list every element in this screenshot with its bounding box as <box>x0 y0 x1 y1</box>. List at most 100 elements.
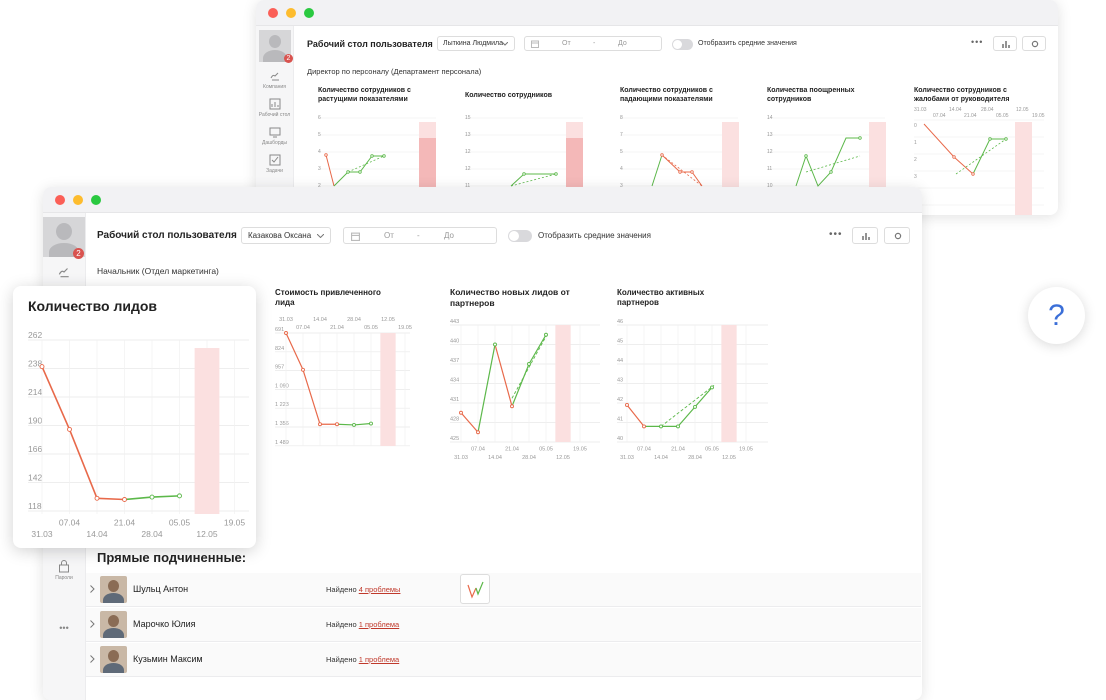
data-point <box>476 430 480 435</box>
maximize-dot[interactable] <box>91 195 101 205</box>
svg-text:12: 12 <box>465 149 471 155</box>
close-dot[interactable] <box>55 195 65 205</box>
y-tick-label: 1 090 <box>275 383 289 389</box>
average-toggle[interactable] <box>508 230 532 242</box>
chart-title: Количество сотрудников с падающими показ… <box>620 87 713 104</box>
lock-icon <box>59 560 69 573</box>
y-tick-label: 46 <box>617 319 623 325</box>
front-titlebar <box>43 187 922 213</box>
svg-text:8: 8 <box>620 115 623 121</box>
chart-group: 46 45 44 43 42 41 40 07.04 21.04 05.05 19.05 31.03 1… <box>617 319 768 461</box>
y-tick-label: 957 <box>275 365 284 371</box>
subordinate-name[interactable]: Шульц Антон <box>133 584 189 594</box>
svg-text:12.05: 12.05 <box>1016 107 1029 113</box>
problems-link[interactable]: 4 проблемы <box>358 585 401 594</box>
x-tick-label: 14.04 <box>86 529 108 539</box>
svg-text:11: 11 <box>767 166 772 172</box>
problems-link[interactable]: 1 проблема <box>358 620 400 629</box>
user-select[interactable]: Лыткина Людмила <box>437 36 515 51</box>
subordinate-row[interactable]: Марочко Юлия Найдено 1 проблема <box>86 608 921 642</box>
settings-button[interactable] <box>1022 36 1046 51</box>
sidebar-item-company[interactable] <box>43 265 85 281</box>
y-tick-label: 166 <box>28 444 42 454</box>
chart-view-button[interactable] <box>993 36 1017 51</box>
series-line <box>626 404 645 427</box>
chart-view-button[interactable] <box>852 227 878 244</box>
date-to: До <box>618 40 627 47</box>
chevron-right-icon[interactable] <box>90 585 95 593</box>
chevron-right-icon[interactable] <box>90 655 95 663</box>
mini-trend-chart[interactable] <box>460 574 490 604</box>
x-tick-label: 31.03 <box>454 455 468 461</box>
maximize-dot[interactable] <box>304 8 314 18</box>
close-dot[interactable] <box>268 8 278 18</box>
subordinate-name[interactable]: Кузьмин Максим <box>133 654 203 664</box>
more-icon[interactable]: ••• <box>829 229 843 240</box>
y-tick-label: 443 <box>450 319 459 325</box>
trend-icon <box>467 581 484 599</box>
subordinates-heading: Прямые подчиненные: <box>97 550 247 565</box>
hand-icon <box>270 72 279 81</box>
avatar[interactable] <box>43 217 85 257</box>
subordinate-name[interactable]: Марочко Юлия <box>133 619 196 629</box>
series-line <box>511 363 530 407</box>
x-tick-label: 05.05 <box>169 518 191 528</box>
sidebar-item-company[interactable]: Компания <box>256 70 293 90</box>
date-from: От <box>384 231 394 240</box>
x-tick-label: 21.04 <box>671 447 685 453</box>
date-range-input[interactable]: От - До <box>524 36 662 51</box>
sidebar-item-passwords[interactable]: Пароли <box>43 559 85 581</box>
user-select[interactable]: Казакова Оксана <box>241 227 331 244</box>
subordinate-row[interactable]: Кузьмин Максим Найдено 1 проблема <box>86 643 921 677</box>
bar-chart-icon <box>1002 41 1010 48</box>
sidebar-item-desktop[interactable]: Рабочий стол <box>256 98 293 118</box>
data-point <box>67 426 72 432</box>
x-tick-label: 19.05 <box>573 447 587 453</box>
chevron-right-icon[interactable] <box>90 620 95 628</box>
x-tick-label: 07.04 <box>471 447 485 453</box>
chart-title: Количество сотрудников с растущими показ… <box>318 87 411 104</box>
svg-text:21.04: 21.04 <box>964 113 977 119</box>
y-tick-label: 41 <box>617 417 623 423</box>
y-tick-label: 118 <box>28 501 42 511</box>
svg-text:28.04: 28.04 <box>981 107 994 113</box>
y-tick-label: 1 356 <box>275 421 289 427</box>
y-tick-label: 437 <box>450 358 459 364</box>
back-window: 2 Компания Рабочий стол Дашборды Задачи … <box>256 0 1058 215</box>
date-range-input[interactable]: От - До <box>343 227 497 244</box>
average-toggle[interactable] <box>672 39 693 50</box>
svg-text:05.05: 05.05 <box>996 113 1009 119</box>
avatar <box>100 576 127 603</box>
x-tick-label: 31.03 <box>620 455 634 461</box>
x-tick-label: 07.04 <box>296 325 310 331</box>
data-point <box>352 422 356 427</box>
back-titlebar <box>256 0 1058 26</box>
y-tick-label: 434 <box>450 378 459 384</box>
data-point <box>94 495 100 501</box>
more-icon[interactable]: ••• <box>59 623 69 633</box>
y-tick-label: 45 <box>617 339 623 345</box>
x-tick-label: 21.04 <box>505 447 519 453</box>
back-sidebar: 2 Компания Рабочий стол Дашборды Задачи <box>256 26 294 215</box>
svg-text:14: 14 <box>767 115 773 121</box>
data-point <box>369 421 373 426</box>
minimize-dot[interactable] <box>73 195 83 205</box>
sidebar-item-tasks[interactable]: Задачи <box>256 154 293 174</box>
svg-text:4: 4 <box>620 166 623 172</box>
sidebar-item-dashboards[interactable]: Дашборды <box>256 126 293 146</box>
y-tick-label: 1 223 <box>275 402 289 408</box>
x-tick-label: 14.04 <box>654 455 668 461</box>
chart-title: Количество сотрудников с жалобами от рук… <box>914 87 1010 104</box>
settings-button[interactable] <box>884 227 910 244</box>
data-point <box>544 332 548 337</box>
problems-link[interactable]: 1 проблема <box>358 655 400 664</box>
minimize-dot[interactable] <box>286 8 296 18</box>
help-button[interactable]: ? <box>1028 287 1085 344</box>
series-line <box>460 412 479 433</box>
hand-icon <box>58 268 69 278</box>
y-tick-label: 425 <box>450 436 459 442</box>
highlight-column <box>555 325 571 442</box>
more-icon[interactable]: ••• <box>971 37 984 47</box>
subordinate-row[interactable]: Шульц Антон Найдено 4 проблемы <box>86 573 921 607</box>
